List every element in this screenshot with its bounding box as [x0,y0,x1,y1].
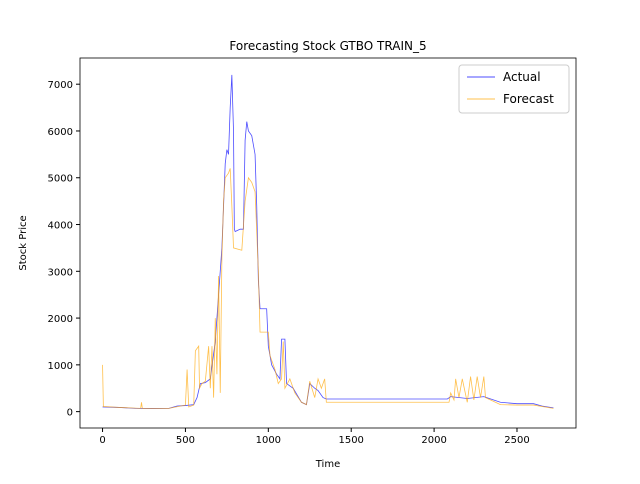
x-tick-label: 2500 [504,435,529,446]
y-tick-label: 4000 [48,221,73,232]
y-tick-label: 1000 [48,361,73,372]
y-tick-label: 7000 [48,80,73,91]
y-tick-label: 3000 [48,267,73,278]
plot-frame [79,57,577,429]
legend-label: Forecast [503,92,554,106]
x-tick-label: 500 [176,435,195,446]
y-tick-label: 6000 [48,127,73,138]
line-series [102,74,554,409]
y-tick-label: 5000 [48,174,73,185]
line-series [102,168,554,409]
x-axis-label: Time [315,459,340,470]
x-tick-label: 2000 [421,435,446,446]
x-tick-label: 1000 [256,435,281,446]
chart-title: Forecasting Stock GTBO TRAIN_5 [229,39,426,53]
y-tick-label: 2000 [48,314,73,325]
x-tick-label: 1500 [338,435,363,446]
legend-label: Actual [503,70,541,84]
x-tick-label: 0 [99,435,105,446]
y-tick-label: 0 [67,408,73,419]
y-axis-label: Stock Price [18,215,29,270]
